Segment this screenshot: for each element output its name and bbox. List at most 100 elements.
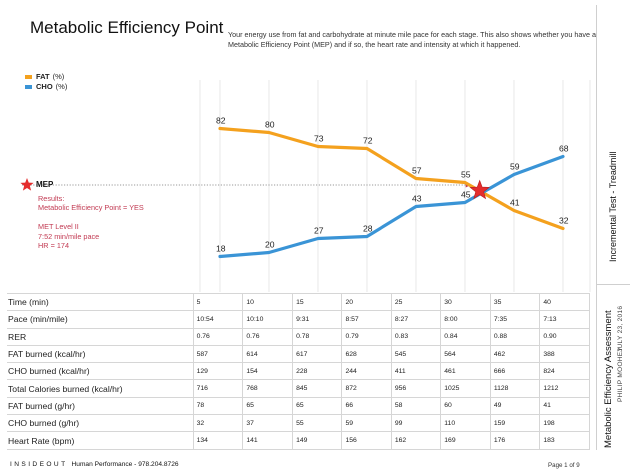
table-cell: 617 — [292, 344, 343, 363]
table-cell: 60 — [440, 396, 491, 415]
legend-fat-swatch — [25, 74, 32, 79]
table-cell: 824 — [539, 362, 590, 380]
table-cell: 0.83 — [391, 327, 442, 346]
athlete-name: PHILIP MOOHEY — [617, 346, 624, 402]
table-cell: 15 — [292, 292, 343, 311]
table-cell: 872 — [341, 379, 392, 398]
table-row: Time (min) 5 10 15 20 25 30 35 40 — [7, 292, 590, 311]
table-cell: 25 — [391, 292, 442, 311]
table-cell: 129 — [192, 362, 244, 380]
table-cell: 183 — [539, 431, 590, 450]
table-cell: 49 — [490, 396, 541, 415]
table-cell: 7:13 — [539, 310, 590, 329]
row-label: CHO burned (g/hr) — [7, 414, 194, 432]
assessment-date: JULY 23, 2016 — [617, 305, 624, 352]
metabolic-chart: 82 80 73 72 57 55 41 32 18 20 27 28 43 45 59 68 — [20, 80, 591, 292]
legend-fat-unit: (%) — [52, 72, 65, 81]
data-label: 28 — [363, 224, 373, 234]
mep-label: MEP — [36, 180, 54, 189]
table-cell: 545 — [391, 344, 442, 363]
table-cell: 8:00 — [440, 310, 491, 329]
sidebar-separator — [596, 284, 630, 285]
table-cell: 461 — [440, 362, 491, 380]
table-cell: 1025 — [440, 379, 491, 398]
table-cell: 10 — [242, 292, 294, 311]
table-row: FAT burned (g/hr) 78 65 65 66 58 60 49 41 — [7, 396, 590, 415]
data-label: 82 — [216, 116, 226, 126]
table-cell: 0.84 — [440, 327, 491, 346]
row-label: Total Calories burned (kcal/hr) — [7, 379, 194, 398]
sidebar-divider — [596, 5, 597, 450]
table-row: CHO burned (g/hr) 32 37 55 59 99 110 159 198 — [7, 414, 590, 432]
table-cell: 666 — [490, 362, 541, 380]
page-number: Page 1 of 9 — [548, 462, 580, 469]
table-row: CHO burned (kcal/hr) 129 154 228 244 411 461 66… — [7, 362, 590, 380]
table-cell: 956 — [391, 379, 442, 398]
results-line — [38, 213, 144, 222]
mep-star-icon — [469, 179, 491, 200]
mep-legend-star-icon — [20, 178, 34, 191]
data-label: 68 — [559, 144, 569, 154]
table-cell: 1212 — [539, 379, 590, 398]
data-label: 72 — [363, 136, 373, 146]
table-cell: 58 — [391, 396, 442, 415]
footer: INSIDEOUT Human Performance - 978.204.872… — [10, 461, 179, 468]
table-cell: 169 — [440, 431, 491, 450]
table-cell: 32 — [192, 414, 244, 432]
results-line: Metabolic Efficiency Point = YES — [38, 203, 144, 213]
table-cell: 65 — [242, 396, 294, 415]
row-label: Pace (min/mile) — [7, 310, 194, 329]
table-cell: 30 — [440, 292, 491, 311]
table-cell: 10:54 — [192, 310, 244, 329]
metrics-table: Time (min) 5 10 15 20 25 30 35 40 Pace (min/mile)… — [7, 292, 590, 450]
table-cell: 768 — [242, 379, 294, 398]
table-cell: 0.79 — [341, 327, 392, 346]
test-label: Incremental Test - Treadmill — [608, 151, 618, 262]
data-label: 32 — [559, 216, 569, 226]
legend-cho-name: CHO — [36, 82, 53, 91]
results-line: HR = 174 — [38, 241, 70, 251]
table-cell: 716 — [192, 379, 244, 398]
legend-cho: CHO (%) — [25, 82, 67, 91]
legend-cho-swatch — [25, 84, 32, 89]
results-line: 7:52 min/mile pace — [38, 231, 100, 241]
table-cell: 0.76 — [192, 327, 244, 346]
row-label: Heart Rate (bpm) — [7, 431, 194, 450]
table-cell: 66 — [341, 396, 392, 415]
legend-fat-name: FAT — [36, 72, 50, 81]
data-label: 80 — [265, 120, 275, 130]
assessment-title: Metabolic Efficiency Assessment — [603, 310, 614, 448]
table-row: Pace (min/mile) 10:54 10:10 9:31 8:57 8:27 8:0… — [7, 310, 590, 329]
table-cell: 149 — [292, 431, 343, 450]
data-label: 18 — [216, 244, 226, 254]
data-label: 55 — [461, 170, 471, 180]
table-cell: 244 — [341, 362, 392, 380]
table-cell: 41 — [539, 396, 590, 415]
table-cell: 134 — [192, 431, 244, 450]
table-cell: 59 — [341, 414, 392, 432]
table-cell: 35 — [490, 292, 541, 311]
table-cell: 40 — [539, 292, 590, 311]
table-cell: 388 — [539, 344, 590, 363]
data-label: 20 — [265, 240, 275, 250]
table-cell: 99 — [391, 414, 442, 432]
table-cell: 8:57 — [341, 310, 392, 329]
table-cell: 55 — [292, 414, 343, 432]
table-cell: 5 — [192, 292, 244, 311]
table-cell: 411 — [391, 362, 442, 380]
table-cell: 0.78 — [292, 327, 343, 346]
results-line: Results: — [38, 194, 65, 203]
footer-tagline: Human Performance - 978.204.8726 — [71, 461, 179, 468]
data-label: 27 — [314, 226, 324, 236]
data-label: 59 — [510, 162, 520, 172]
table-cell: 110 — [440, 414, 491, 432]
table-cell: 162 — [391, 431, 442, 450]
table-cell: 20 — [341, 292, 392, 311]
table-cell: 0.88 — [490, 327, 541, 346]
page-title: Metabolic Efficiency Point — [30, 18, 224, 37]
row-label: RER — [7, 327, 194, 346]
table-cell: 1128 — [490, 379, 541, 398]
table-cell: 176 — [490, 431, 541, 450]
table-row: Total Calories burned (kcal/hr) 716 768 845… — [7, 379, 590, 398]
table-cell: 159 — [490, 414, 541, 432]
